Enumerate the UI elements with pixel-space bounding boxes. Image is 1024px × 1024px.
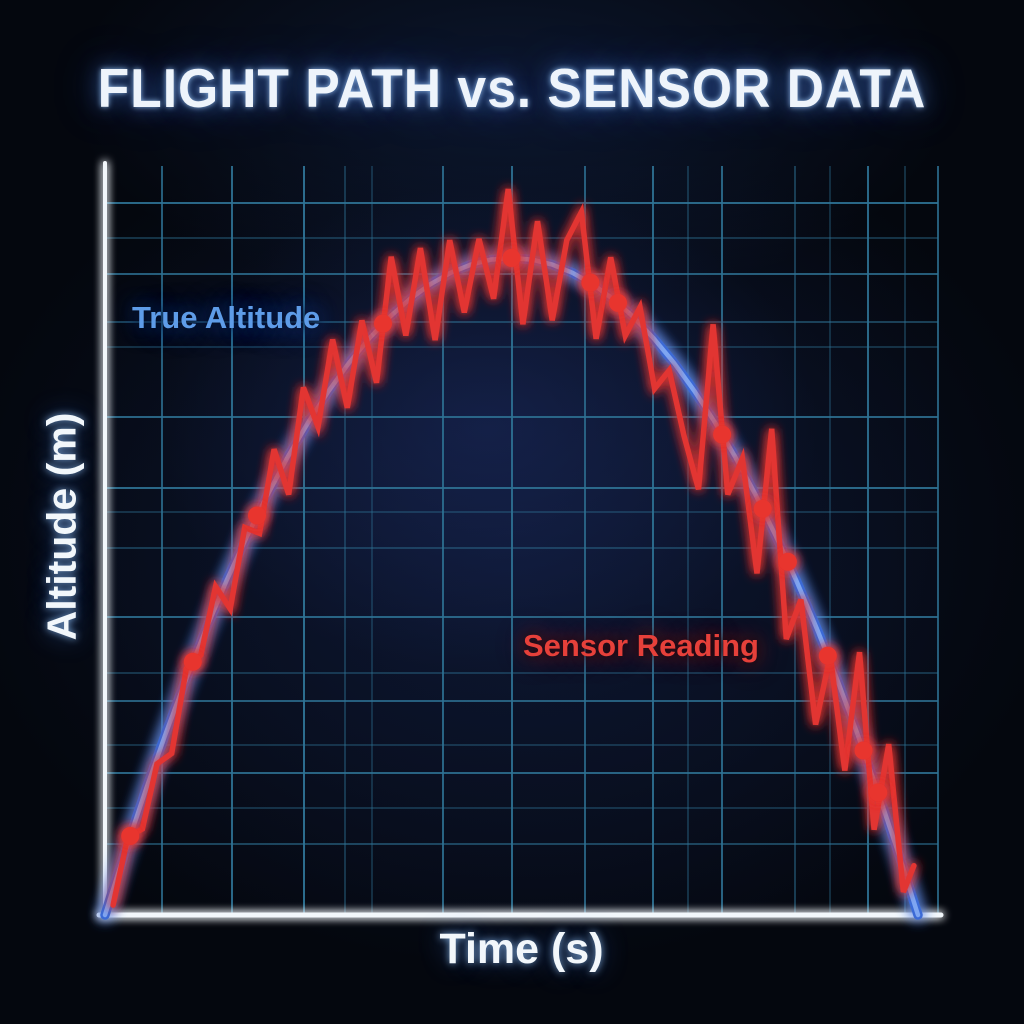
axis-lines	[96, 161, 944, 919]
grid-lines	[105, 166, 939, 915]
chart-title: FLIGHT PATH vs. SENSOR DATA	[97, 57, 927, 119]
sensor-reading-series-label: Sensor Reading	[523, 628, 759, 663]
y-axis-label: Altitude (m)	[38, 412, 85, 641]
sample-dots	[121, 249, 888, 845]
sensor-reading-line	[110, 188, 917, 908]
x-axis-label: Time (s)	[439, 925, 604, 973]
true-altitude-series-label: True Altitude	[132, 300, 321, 335]
